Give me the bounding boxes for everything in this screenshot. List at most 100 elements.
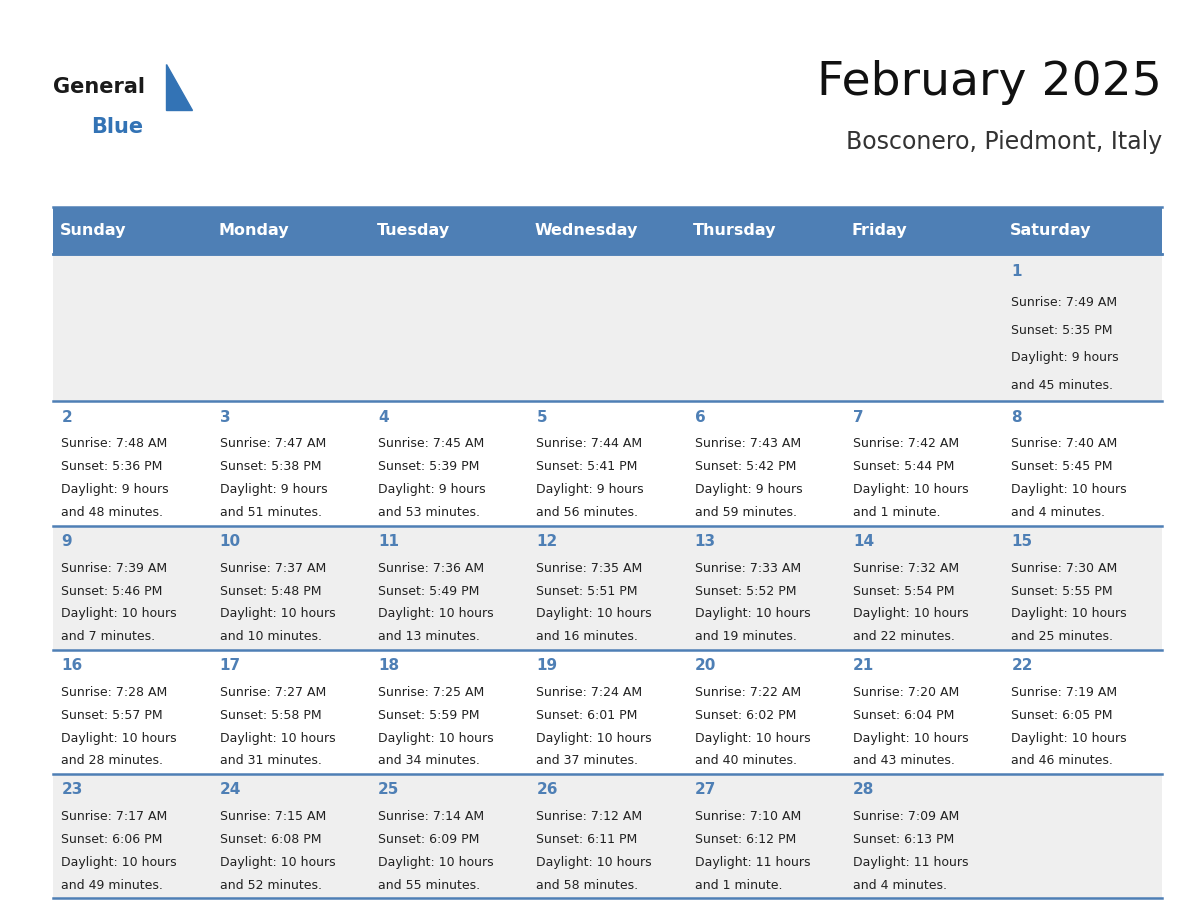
- Text: and 58 minutes.: and 58 minutes.: [537, 879, 638, 891]
- Polygon shape: [166, 64, 192, 110]
- Text: Sunset: 5:41 PM: Sunset: 5:41 PM: [537, 461, 638, 474]
- Text: Sunset: 6:11 PM: Sunset: 6:11 PM: [537, 833, 638, 845]
- Text: 28: 28: [853, 782, 874, 798]
- Text: Sunset: 6:04 PM: Sunset: 6:04 PM: [853, 709, 954, 722]
- Text: Daylight: 10 hours: Daylight: 10 hours: [1011, 732, 1127, 744]
- Text: Sunrise: 7:09 AM: Sunrise: 7:09 AM: [853, 810, 960, 823]
- Text: Daylight: 10 hours: Daylight: 10 hours: [853, 608, 968, 621]
- Text: and 51 minutes.: and 51 minutes.: [220, 507, 322, 520]
- Text: 27: 27: [695, 782, 716, 798]
- Bar: [845, 207, 1004, 253]
- Text: 8: 8: [1011, 410, 1022, 425]
- Text: 3: 3: [220, 410, 230, 425]
- Text: Sunset: 5:36 PM: Sunset: 5:36 PM: [62, 461, 163, 474]
- Text: Sunrise: 7:42 AM: Sunrise: 7:42 AM: [853, 438, 959, 451]
- Text: 22: 22: [1011, 658, 1032, 673]
- Text: and 22 minutes.: and 22 minutes.: [853, 631, 955, 644]
- Text: Sunrise: 7:15 AM: Sunrise: 7:15 AM: [220, 810, 326, 823]
- Text: 23: 23: [62, 782, 83, 798]
- Text: Sunrise: 7:25 AM: Sunrise: 7:25 AM: [378, 686, 485, 699]
- Text: 20: 20: [695, 658, 716, 673]
- Text: Daylight: 9 hours: Daylight: 9 hours: [378, 484, 486, 497]
- Text: General: General: [53, 77, 145, 97]
- Text: Sunset: 5:42 PM: Sunset: 5:42 PM: [695, 461, 796, 474]
- Text: Sunset: 5:58 PM: Sunset: 5:58 PM: [220, 709, 321, 722]
- Text: Sunrise: 7:47 AM: Sunrise: 7:47 AM: [220, 438, 326, 451]
- Bar: [53, 526, 1162, 650]
- Bar: [53, 401, 1162, 526]
- Text: 21: 21: [853, 658, 874, 673]
- Bar: [53, 774, 1162, 898]
- Text: and 40 minutes.: and 40 minutes.: [695, 755, 797, 767]
- Text: and 55 minutes.: and 55 minutes.: [378, 879, 480, 891]
- Text: Sunrise: 7:49 AM: Sunrise: 7:49 AM: [1011, 297, 1118, 309]
- Text: and 7 minutes.: and 7 minutes.: [62, 631, 156, 644]
- Text: 24: 24: [220, 782, 241, 798]
- Text: Sunrise: 7:40 AM: Sunrise: 7:40 AM: [1011, 438, 1118, 451]
- Text: Daylight: 10 hours: Daylight: 10 hours: [378, 732, 494, 744]
- Text: 15: 15: [1011, 534, 1032, 549]
- Text: and 37 minutes.: and 37 minutes.: [537, 755, 638, 767]
- Text: Friday: Friday: [852, 222, 908, 238]
- Text: and 59 minutes.: and 59 minutes.: [695, 507, 797, 520]
- Text: Sunrise: 7:14 AM: Sunrise: 7:14 AM: [378, 810, 485, 823]
- Text: Sunset: 5:38 PM: Sunset: 5:38 PM: [220, 461, 321, 474]
- Text: and 10 minutes.: and 10 minutes.: [220, 631, 322, 644]
- Text: and 19 minutes.: and 19 minutes.: [695, 631, 797, 644]
- Text: Daylight: 10 hours: Daylight: 10 hours: [537, 856, 652, 868]
- Text: Daylight: 9 hours: Daylight: 9 hours: [220, 484, 328, 497]
- Text: Daylight: 10 hours: Daylight: 10 hours: [695, 608, 810, 621]
- Text: Sunset: 6:05 PM: Sunset: 6:05 PM: [1011, 709, 1113, 722]
- Text: Sunrise: 7:22 AM: Sunrise: 7:22 AM: [695, 686, 801, 699]
- Text: 12: 12: [537, 534, 557, 549]
- Bar: [529, 207, 687, 253]
- Text: and 28 minutes.: and 28 minutes.: [62, 755, 164, 767]
- Text: Sunrise: 7:10 AM: Sunrise: 7:10 AM: [695, 810, 801, 823]
- Text: and 34 minutes.: and 34 minutes.: [378, 755, 480, 767]
- Text: Sunset: 5:55 PM: Sunset: 5:55 PM: [1011, 585, 1113, 598]
- Text: Daylight: 9 hours: Daylight: 9 hours: [537, 484, 644, 497]
- Text: Sunrise: 7:32 AM: Sunrise: 7:32 AM: [853, 562, 959, 575]
- Text: and 1 minute.: and 1 minute.: [695, 879, 782, 891]
- Text: Sunset: 5:54 PM: Sunset: 5:54 PM: [853, 585, 955, 598]
- Text: Daylight: 10 hours: Daylight: 10 hours: [62, 608, 177, 621]
- Text: Sunday: Sunday: [59, 222, 126, 238]
- Text: and 25 minutes.: and 25 minutes.: [1011, 631, 1113, 644]
- Text: Daylight: 10 hours: Daylight: 10 hours: [537, 732, 652, 744]
- Text: Sunset: 5:48 PM: Sunset: 5:48 PM: [220, 585, 321, 598]
- Text: Sunrise: 7:43 AM: Sunrise: 7:43 AM: [695, 438, 801, 451]
- Text: Sunrise: 7:37 AM: Sunrise: 7:37 AM: [220, 562, 326, 575]
- Text: and 43 minutes.: and 43 minutes.: [853, 755, 955, 767]
- Text: and 4 minutes.: and 4 minutes.: [1011, 507, 1106, 520]
- Text: Sunrise: 7:35 AM: Sunrise: 7:35 AM: [537, 562, 643, 575]
- Text: and 53 minutes.: and 53 minutes.: [378, 507, 480, 520]
- Text: and 45 minutes.: and 45 minutes.: [1011, 378, 1113, 392]
- Text: Daylight: 9 hours: Daylight: 9 hours: [695, 484, 802, 497]
- Text: Sunrise: 7:12 AM: Sunrise: 7:12 AM: [537, 810, 643, 823]
- Text: 25: 25: [378, 782, 399, 798]
- Text: Sunset: 5:51 PM: Sunset: 5:51 PM: [537, 585, 638, 598]
- Text: 7: 7: [853, 410, 864, 425]
- Text: Sunset: 6:13 PM: Sunset: 6:13 PM: [853, 833, 954, 845]
- Text: Bosconero, Piedmont, Italy: Bosconero, Piedmont, Italy: [846, 130, 1162, 154]
- Text: 16: 16: [62, 658, 83, 673]
- Text: 17: 17: [220, 658, 241, 673]
- Text: Saturday: Saturday: [1010, 222, 1092, 238]
- Text: Daylight: 10 hours: Daylight: 10 hours: [378, 608, 494, 621]
- Text: Sunrise: 7:39 AM: Sunrise: 7:39 AM: [62, 562, 168, 575]
- Text: and 1 minute.: and 1 minute.: [853, 507, 941, 520]
- Text: Sunset: 6:02 PM: Sunset: 6:02 PM: [695, 709, 796, 722]
- Text: 19: 19: [537, 658, 557, 673]
- Text: 5: 5: [537, 410, 546, 425]
- Bar: [53, 253, 1162, 401]
- Text: Daylight: 10 hours: Daylight: 10 hours: [62, 732, 177, 744]
- Text: 13: 13: [695, 534, 716, 549]
- Text: Sunset: 5:39 PM: Sunset: 5:39 PM: [378, 461, 480, 474]
- Text: Sunset: 5:44 PM: Sunset: 5:44 PM: [853, 461, 954, 474]
- Text: Daylight: 10 hours: Daylight: 10 hours: [62, 856, 177, 868]
- Text: and 31 minutes.: and 31 minutes.: [220, 755, 322, 767]
- Text: Tuesday: Tuesday: [377, 222, 449, 238]
- Text: 11: 11: [378, 534, 399, 549]
- Text: 18: 18: [378, 658, 399, 673]
- Text: Sunset: 6:12 PM: Sunset: 6:12 PM: [695, 833, 796, 845]
